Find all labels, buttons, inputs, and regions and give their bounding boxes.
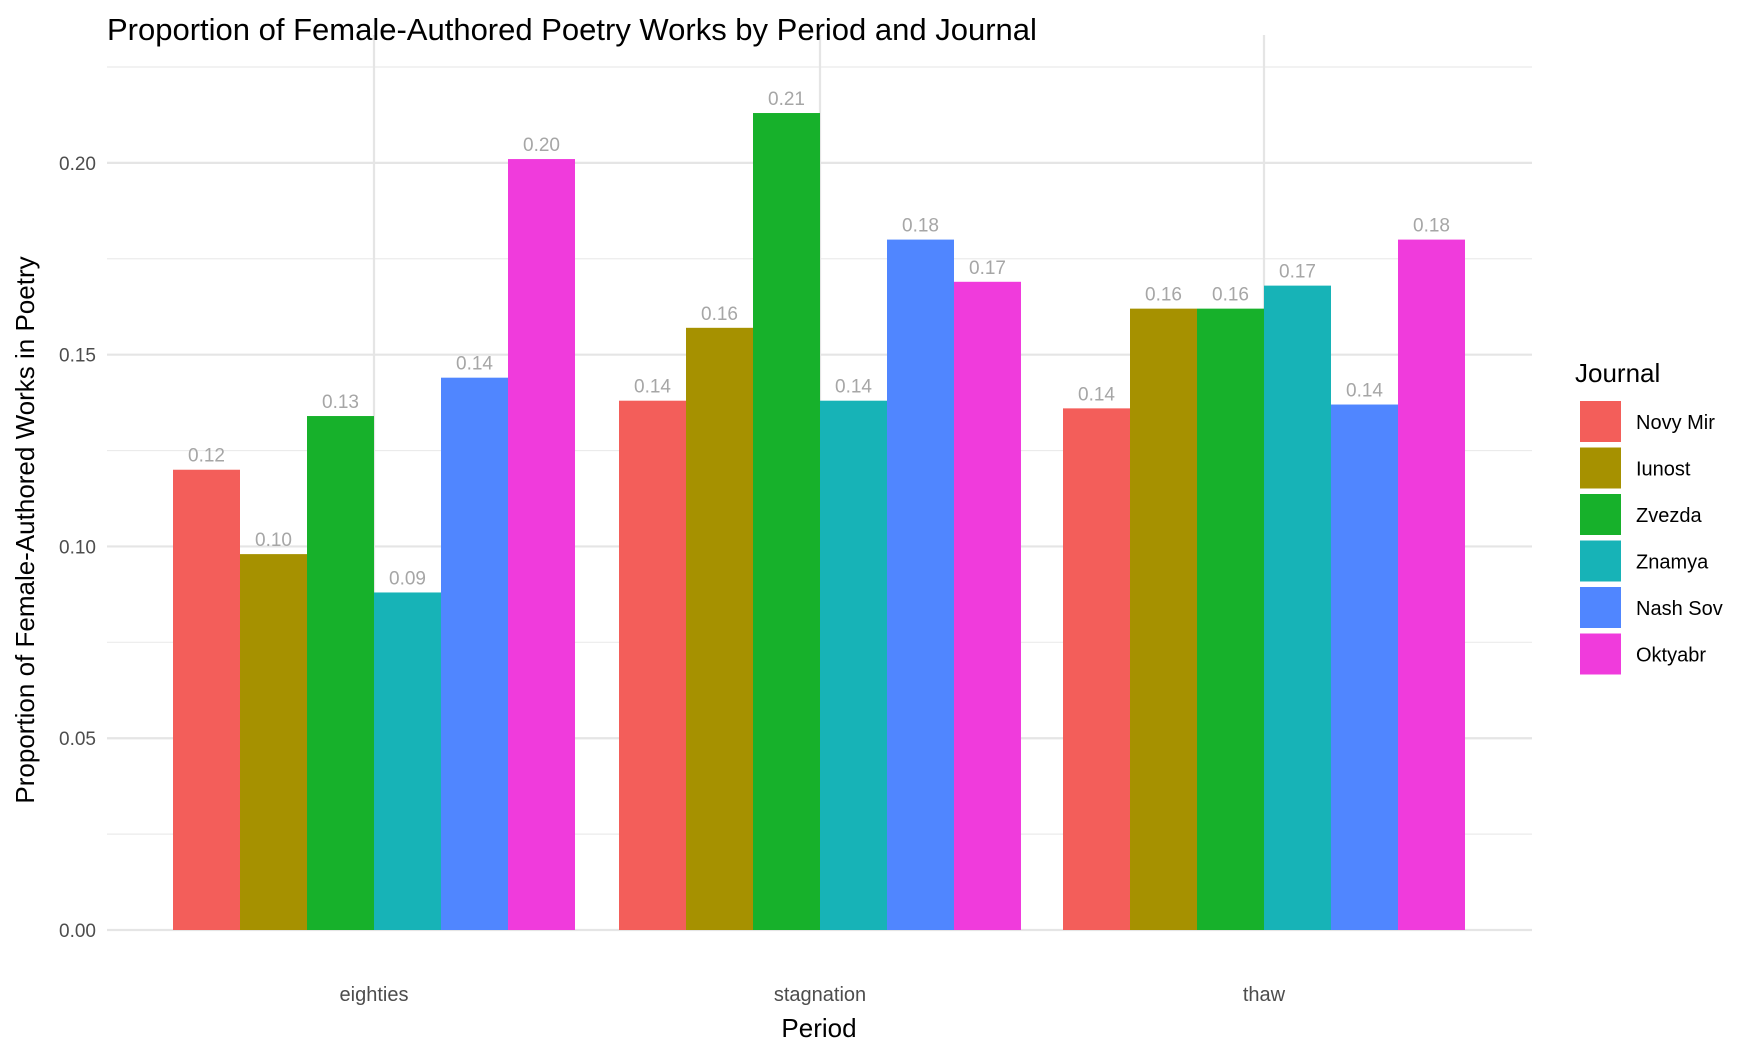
bar-thaw-zvezda [1197,308,1264,930]
y-axis-title: Proportion of Female-Authored Works in P… [10,256,40,803]
x-tick-label: eighties [340,984,409,1006]
legend-title: Journal [1575,358,1660,388]
data-label: 0.09 [389,568,426,589]
axes-layer: 0.00 0.05 0.10 0.15 0.20 eighties stagnation th… [59,154,1286,1006]
y-tick-label: 0.00 [59,921,96,942]
legend-label: Zvezda [1636,505,1702,527]
data-label: 0.17 [969,258,1006,279]
data-label: 0.12 [188,446,225,467]
data-label: 0.13 [322,392,359,413]
legend-label: Iunost [1636,459,1691,481]
legend-label: Nash Sov [1636,598,1723,620]
legend-label: Znamya [1636,552,1709,574]
bar-thaw-oktyabr [1398,239,1465,931]
data-label: 0.18 [902,216,939,237]
y-tick-label: 0.20 [59,154,96,175]
data-labels-layer: 0.12 0.10 0.13 0.09 0.14 0.20 0.14 0.16 0.21 0.14… [188,89,1450,589]
bar-thaw-iunost [1130,308,1197,930]
bar-eighties-novy-mir [173,469,240,930]
legend-swatch [1580,447,1621,489]
bar-thaw-znamya [1264,285,1331,930]
data-label: 0.16 [1145,285,1182,306]
bar-thaw-nash-sov [1331,404,1398,930]
y-tick-label: 0.10 [59,537,96,558]
legend-swatch [1580,587,1621,628]
bar-stagnation-oktyabr [954,281,1021,930]
data-label: 0.14 [835,377,872,398]
legend-label: Novy Mir [1636,412,1715,434]
bar-stagnation-iunost [686,327,753,931]
bar-eighties-zvezda [307,416,374,931]
data-label: 0.14 [1078,384,1115,405]
x-tick-label: thaw [1243,984,1286,1006]
legend: Novy Mir Iunost Zvezda Znamya Nash Sov Oktyab… [1580,401,1723,675]
data-label: 0.14 [1346,381,1383,402]
bar-eighties-iunost [240,554,307,930]
y-tick-label: 0.05 [59,729,96,750]
legend-swatch [1580,494,1621,535]
data-label: 0.16 [1212,285,1249,306]
bar-stagnation-znamya [820,400,887,930]
data-label: 0.21 [768,89,805,110]
data-label: 0.10 [255,530,292,551]
bar-stagnation-zvezda [753,113,820,930]
legend-swatch [1580,540,1621,582]
data-label: 0.14 [456,354,493,375]
data-label: 0.14 [634,377,671,398]
x-axis-title: Period [781,1013,856,1043]
bar-eighties-oktyabr [508,159,575,930]
bar-stagnation-nash-sov [887,239,954,931]
legend-swatch [1580,401,1621,442]
chart-title: Proportion of Female-Authored Poetry Wor… [107,12,1037,47]
x-tick-label: stagnation [774,984,866,1006]
bars-layer [173,113,1465,931]
data-label: 0.20 [523,135,560,156]
data-label: 0.18 [1413,216,1450,237]
legend-label: Oktyabr [1636,645,1706,667]
bar-thaw-novy-mir [1063,408,1130,930]
data-label: 0.17 [1279,262,1316,283]
bar-stagnation-novy-mir [619,400,686,930]
data-label: 0.16 [701,304,738,325]
bar-eighties-nash-sov [441,377,508,930]
bar-eighties-znamya [374,592,441,930]
y-tick-label: 0.15 [59,346,96,367]
legend-swatch [1580,633,1621,675]
